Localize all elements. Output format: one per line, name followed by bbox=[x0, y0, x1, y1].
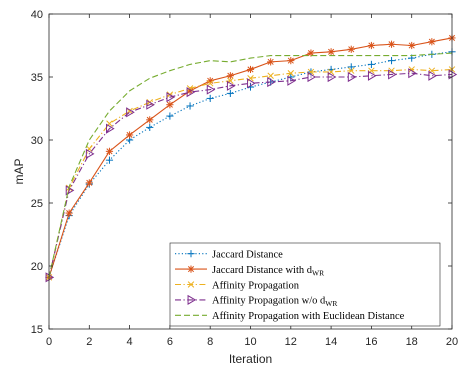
data-point bbox=[126, 107, 135, 118]
legend-entry: Affinity Propagation with Euclidean Dist… bbox=[175, 311, 405, 322]
legend-label-subscript: WR bbox=[325, 299, 337, 308]
ticks-layer: 0 2 4 6 8 10 12 14 16 18 20 15 20 25 30 35 40 bbox=[31, 9, 458, 348]
x-tick-label: 8 bbox=[207, 336, 213, 348]
series-line bbox=[48, 72, 453, 278]
data-point bbox=[166, 92, 176, 103]
data-point bbox=[408, 41, 416, 50]
x-tick-label: 0 bbox=[46, 336, 52, 348]
y-tick-label: 25 bbox=[31, 198, 43, 210]
data-point bbox=[327, 71, 337, 83]
data-point bbox=[428, 70, 438, 81]
series-line bbox=[48, 51, 453, 278]
data-point bbox=[85, 179, 93, 187]
data-point bbox=[166, 101, 174, 109]
data-point bbox=[267, 76, 276, 88]
legend-entry: Jaccard Distance bbox=[175, 250, 283, 261]
series-layer bbox=[45, 34, 458, 283]
series-line bbox=[48, 52, 453, 278]
data-point bbox=[187, 294, 197, 305]
x-tick-label: 10 bbox=[244, 336, 256, 348]
data-point bbox=[187, 250, 195, 258]
data-point bbox=[347, 45, 355, 53]
data-point bbox=[267, 58, 275, 66]
data-point bbox=[387, 40, 396, 48]
data-point bbox=[146, 99, 155, 110]
y-tick-label: 15 bbox=[31, 324, 43, 336]
y-tick-label: 40 bbox=[31, 9, 43, 21]
data-point bbox=[287, 69, 295, 77]
data-point bbox=[428, 38, 436, 46]
series-2 bbox=[45, 34, 456, 281]
data-point bbox=[206, 94, 214, 103]
data-point bbox=[408, 68, 417, 79]
legend-entry: Affinity Propagation w/o dWR bbox=[175, 294, 337, 309]
data-point bbox=[226, 72, 234, 80]
data-point bbox=[246, 65, 255, 74]
data-point bbox=[267, 72, 274, 79]
legend-label: Affinity Propagation w/o dWR bbox=[212, 296, 337, 309]
legend-label: Jaccard Distance bbox=[212, 250, 283, 261]
legend-entry: Jaccard Distance with dWR bbox=[175, 265, 324, 278]
legend-label: Affinity Propagation with Euclidean Dist… bbox=[212, 311, 405, 322]
data-point bbox=[85, 148, 95, 159]
data-point bbox=[367, 41, 375, 50]
data-point bbox=[187, 281, 195, 288]
data-point bbox=[367, 60, 375, 68]
series-4 bbox=[45, 68, 458, 283]
x-tick-label: 6 bbox=[167, 336, 173, 348]
data-point bbox=[146, 116, 154, 124]
data-point bbox=[65, 209, 73, 217]
y-axis-label: mAP bbox=[12, 158, 26, 184]
data-point bbox=[186, 102, 194, 110]
data-point bbox=[226, 89, 234, 97]
x-tick-label: 18 bbox=[406, 336, 418, 348]
data-point bbox=[388, 69, 397, 80]
data-point bbox=[226, 80, 236, 91]
legend-entry: Affinity Propagation bbox=[175, 280, 300, 291]
legend-label-subscript: WR bbox=[312, 268, 324, 277]
legend-label: Jaccard Distance with dWR bbox=[212, 265, 324, 278]
data-point bbox=[367, 70, 377, 81]
data-point bbox=[166, 112, 174, 120]
series-5 bbox=[48, 52, 453, 278]
x-axis-label: Iteration bbox=[229, 352, 272, 366]
data-point bbox=[65, 185, 75, 196]
x-tick-label: 14 bbox=[325, 336, 337, 348]
data-point bbox=[247, 78, 256, 89]
x-tick-label: 12 bbox=[285, 336, 297, 348]
data-point bbox=[186, 87, 196, 98]
legend-box bbox=[169, 242, 441, 327]
data-point bbox=[287, 75, 296, 86]
data-point bbox=[206, 80, 214, 87]
legend-label: Affinity Propagation bbox=[212, 280, 300, 291]
data-point bbox=[105, 147, 114, 155]
y-tick-label: 20 bbox=[31, 261, 43, 273]
y-tick-label: 35 bbox=[31, 72, 43, 84]
data-point bbox=[348, 67, 355, 74]
data-point bbox=[105, 156, 114, 164]
x-tick-label: 2 bbox=[86, 336, 92, 348]
data-point bbox=[387, 57, 396, 65]
x-tick-label: 16 bbox=[365, 336, 377, 348]
data-point bbox=[146, 123, 154, 131]
y-tick-label: 30 bbox=[31, 135, 43, 147]
data-point bbox=[126, 131, 134, 139]
data-point bbox=[307, 49, 315, 57]
data-point bbox=[347, 71, 357, 83]
x-tick-label: 20 bbox=[446, 336, 458, 348]
legend: Jaccard Distance Jaccard Distance with dW… bbox=[169, 242, 441, 327]
data-point bbox=[206, 84, 216, 95]
x-tick-label: 4 bbox=[127, 336, 133, 348]
data-point bbox=[327, 48, 335, 56]
data-point bbox=[347, 63, 355, 71]
data-point bbox=[448, 69, 458, 80]
data-point bbox=[187, 265, 195, 273]
data-point bbox=[106, 123, 115, 134]
data-point bbox=[307, 71, 317, 83]
data-point bbox=[287, 57, 295, 65]
